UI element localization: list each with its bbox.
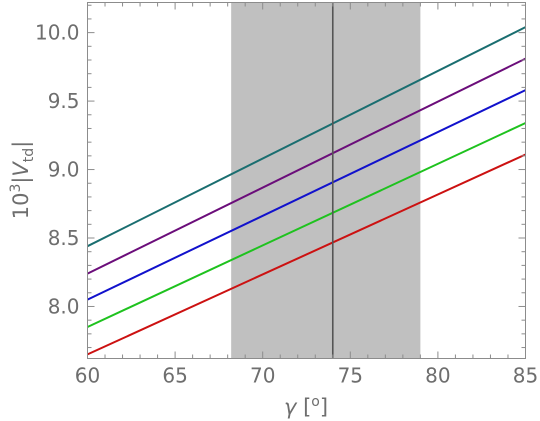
series-line-4 (87, 122, 526, 328)
tick-layer: 60 65 70 75 80 85 8.0 8.5 9.0 9.5 10.0 (35, 2, 538, 388)
x-tick-label: 75 (338, 364, 363, 388)
series-line-1 (87, 26, 526, 248)
y-tick-label: 10.0 (35, 21, 80, 45)
y-tick-label: 9.5 (48, 89, 80, 113)
x-axis-label: γ [o] (284, 394, 328, 419)
x-tick-label: 80 (425, 364, 450, 388)
y-axis-label: 103|Vtd| (8, 141, 37, 220)
series-line-2 (87, 57, 526, 275)
y-tick-label: 9.0 (48, 158, 80, 182)
plot-frame (87, 2, 526, 359)
y-tick-label: 8.5 (48, 226, 80, 250)
x-tick-label: 60 (75, 364, 100, 388)
shaded-band (231, 2, 421, 359)
x-tick-label: 65 (162, 364, 187, 388)
x-tick-label: 85 (513, 364, 538, 388)
x-tick-label: 70 (250, 364, 275, 388)
series-layer (87, 26, 526, 356)
y-tick-label: 8.0 (48, 294, 80, 318)
series-line-5 (87, 153, 526, 356)
shaded-band-layer (231, 2, 421, 359)
series-line-3 (87, 89, 526, 301)
